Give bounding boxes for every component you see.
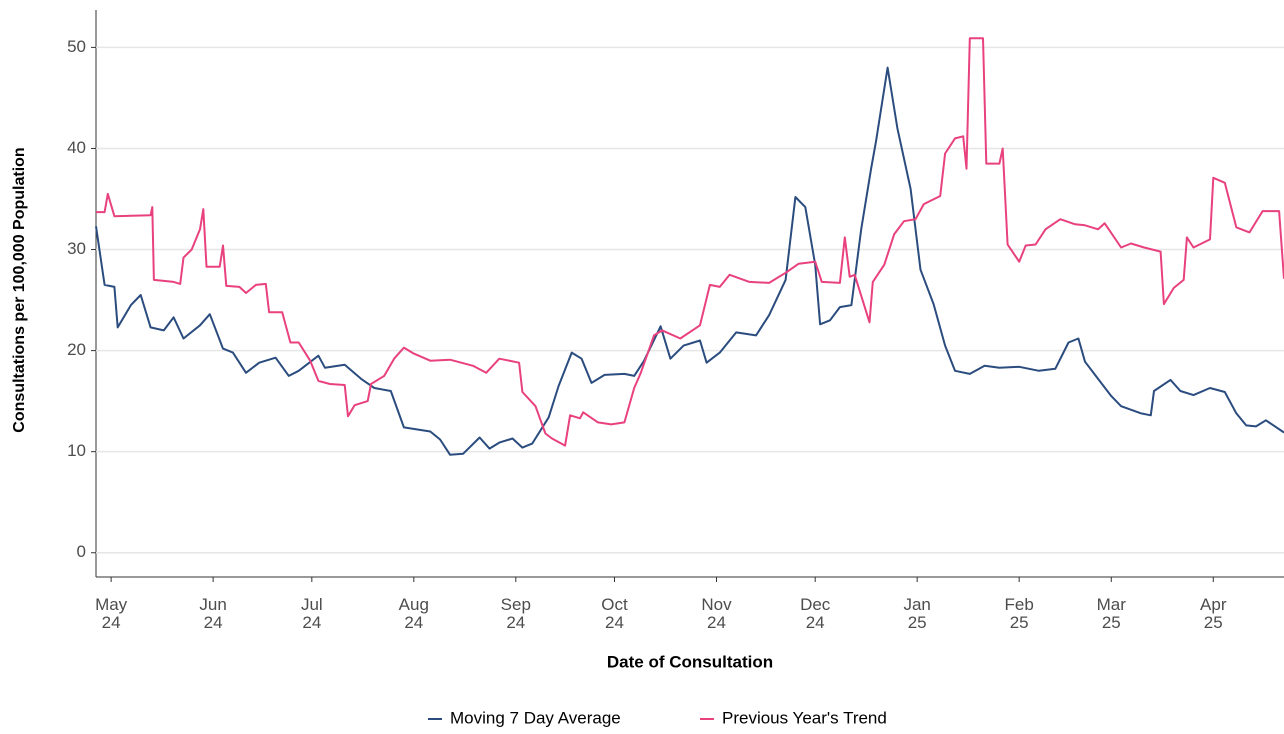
y-tick-label: 30 <box>67 239 86 258</box>
y-axis-label: Consultations per 100,000 Population <box>11 147 28 432</box>
x-tick-label: Jan 25 <box>903 595 930 632</box>
x-tick-label: Jul 24 <box>301 595 323 632</box>
y-tick-label: 10 <box>67 441 86 460</box>
x-tick-label: Mar 25 <box>1097 595 1127 632</box>
y-tick-label: 40 <box>67 138 86 157</box>
x-tick-label: Oct 24 <box>601 595 628 632</box>
x-tick-label: Sep 24 <box>501 595 531 632</box>
legend-label: Previous Year's Trend <box>722 708 887 727</box>
y-tick-label: 0 <box>77 542 86 561</box>
series-line <box>95 66 1284 456</box>
x-axis-label: Date of Consultation <box>607 652 773 671</box>
legend-label: Moving 7 Day Average <box>450 708 621 727</box>
x-tick-label: Apr 25 <box>1200 595 1227 632</box>
x-tick-label: May 24 <box>95 595 128 632</box>
x-tick-label: Feb 25 <box>1005 595 1034 632</box>
x-tick-label: Nov 24 <box>701 595 732 632</box>
series-line <box>96 37 1284 447</box>
x-tick-label: Dec 24 <box>800 595 831 632</box>
y-tick-label: 20 <box>67 340 86 359</box>
x-tick-label: Aug 24 <box>399 595 429 632</box>
x-tick-label: Jun 24 <box>199 595 226 632</box>
y-tick-label: 50 <box>67 37 86 56</box>
